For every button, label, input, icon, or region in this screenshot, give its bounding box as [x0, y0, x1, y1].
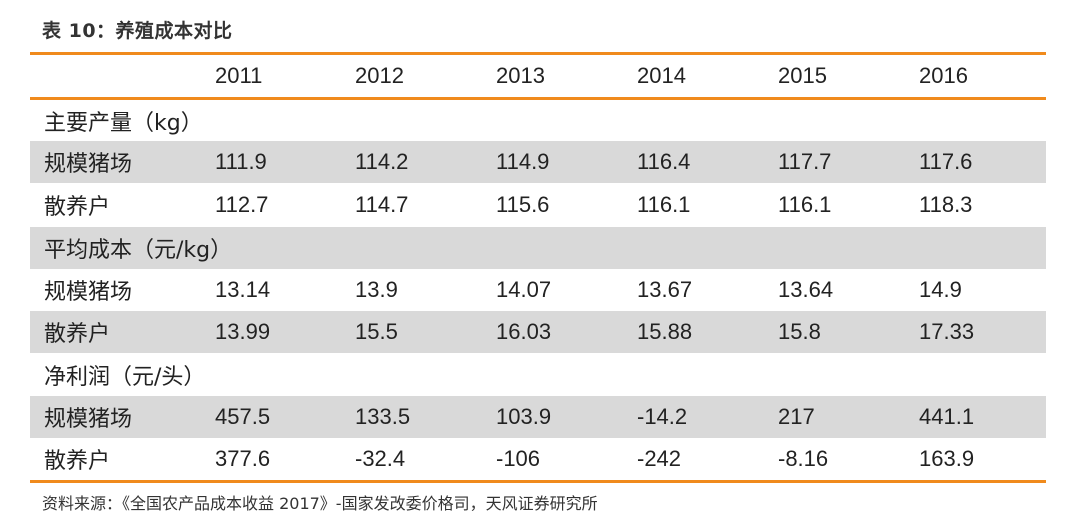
table-row: 散养户 377.6 -32.4 -106 -242 -8.16 163.9 [30, 438, 1046, 480]
table-cell: 13.67 [637, 277, 693, 302]
table-cell: 114.9 [496, 149, 550, 174]
table-cell: 457.5 [215, 404, 271, 429]
row-label: 规模猪场 [44, 280, 133, 305]
table-cell: 15.5 [355, 319, 398, 344]
section-heading: 主要产量（kg） [44, 111, 203, 136]
table-cell: 13.99 [215, 319, 271, 344]
table-cell: 112.7 [215, 192, 269, 217]
table-cell: 13.9 [355, 277, 398, 302]
table-cell: 115.6 [496, 192, 550, 217]
year-header: 2016 [919, 63, 968, 88]
table-cell: 103.9 [496, 404, 552, 429]
header-rule [30, 97, 1046, 100]
table-title: 表 10：养殖成本对比 [42, 20, 233, 42]
table-cell: 114.7 [355, 192, 409, 217]
table-row: 散养户 112.7 114.7 115.6 116.1 116.1 118.3 [30, 184, 1046, 226]
table-cell: -32.4 [355, 446, 406, 471]
year-header: 2014 [637, 63, 686, 88]
year-header: 2012 [355, 63, 404, 88]
table-cell: 14.07 [496, 277, 552, 302]
section-heading: 净利润（元/头） [44, 365, 206, 390]
table-cell: 114.2 [355, 149, 409, 174]
year-header: 2015 [778, 63, 827, 88]
year-header: 2013 [496, 63, 545, 88]
table-cell: 116.4 [637, 149, 691, 174]
table-cell: 116.1 [637, 192, 691, 217]
table-cell: 13.14 [215, 277, 271, 302]
section-heading: 平均成本（元/kg） [44, 238, 233, 263]
table-row: 规模猪场 111.9 114.2 114.9 116.4 117.7 117.6 [30, 141, 1046, 183]
table-cell: 377.6 [215, 446, 271, 471]
table-cell: 15.8 [778, 319, 821, 344]
row-label: 散养户 [44, 195, 111, 220]
year-header: 2011 [215, 63, 263, 88]
row-label: 散养户 [44, 449, 111, 474]
table-cell: -106 [496, 446, 541, 471]
table-row: 规模猪场 13.14 13.9 14.07 13.67 13.64 14.9 [30, 269, 1046, 311]
table-cell: 14.9 [919, 277, 962, 302]
table-cell: 217 [778, 404, 815, 429]
table-cell: 117.7 [778, 149, 832, 174]
table-cell: 16.03 [496, 319, 552, 344]
section-heading-row: 平均成本（元/kg） [30, 227, 1046, 269]
table-cell: -8.16 [778, 446, 829, 471]
table-cell: 118.3 [919, 192, 973, 217]
section-heading-row: 净利润（元/头） [30, 354, 1046, 396]
table-row: 规模猪场 457.5 133.5 103.9 -14.2 217 441.1 [30, 396, 1046, 438]
table-cell: -14.2 [637, 404, 688, 429]
table-cell: -242 [637, 446, 682, 471]
section-heading-row: 主要产量（kg） [30, 100, 1046, 142]
row-label: 规模猪场 [44, 152, 133, 177]
bottom-rule [30, 480, 1046, 483]
table-cell: 17.33 [919, 319, 975, 344]
table-cell: 133.5 [355, 404, 411, 429]
table-cell: 441.1 [919, 404, 975, 429]
header-row: 2011 2012 2013 2014 2015 2016 [30, 55, 1046, 97]
table-cell: 117.6 [919, 149, 973, 174]
table-cell: 13.64 [778, 277, 834, 302]
table-row: 散养户 13.99 15.5 16.03 15.88 15.8 17.33 [30, 311, 1046, 353]
top-rule [30, 52, 1046, 55]
table-cell: 15.88 [637, 319, 693, 344]
row-label: 散养户 [44, 322, 111, 347]
table-cell: 163.9 [919, 446, 975, 471]
source-note: 资料来源：《全国农产品成本收益 2017》-国家发改委价格司，天风证券研究所 [42, 494, 598, 513]
table-cell: 116.1 [778, 192, 832, 217]
table-cell: 111.9 [215, 149, 267, 174]
row-label: 规模猪场 [44, 407, 133, 432]
